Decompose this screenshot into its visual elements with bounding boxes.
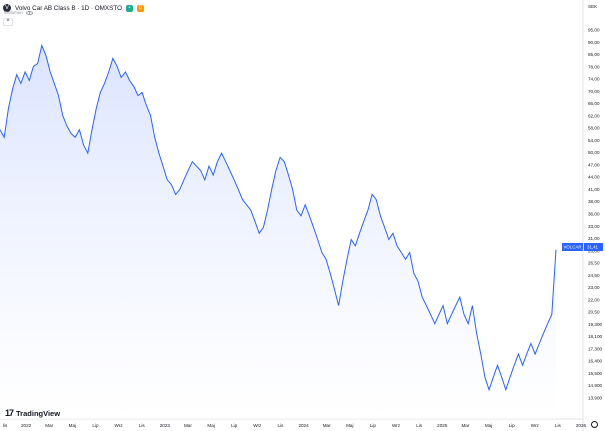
y-tick-label: 19,300 — [588, 322, 602, 327]
x-tick-label: Maj — [69, 423, 76, 428]
x-tick-label: Mar — [461, 423, 469, 428]
x-tick-label: 2025 — [437, 423, 448, 428]
x-tick-label: 2024 — [298, 423, 309, 428]
y-tick-label: 13,900 — [588, 396, 602, 401]
tradingview-mark-icon: 17 — [5, 408, 14, 418]
x-tick-label: Wrz — [253, 423, 262, 428]
y-tick-label: 95,00 — [588, 28, 600, 33]
x-tick-label: Lip — [231, 423, 238, 428]
y-tick-label: 17,300 — [588, 346, 602, 351]
x-tick-label: 2023 — [160, 423, 171, 428]
y-tick-label: 78,00 — [588, 64, 600, 69]
y-tick-label: 66,00 — [588, 101, 600, 106]
y-tick-label: 24,50 — [588, 273, 600, 278]
x-tick-label: Lis — [416, 423, 423, 428]
price-tag-value: 31,41 — [587, 245, 599, 250]
x-tick-label: 2022 — [21, 423, 32, 428]
x-axis-labels: lis 2022 Mar Maj Lip Wrz Lis 2023 Mar Maj Lip Wrz Li… — [3, 423, 587, 428]
x-tick-label: Mar — [323, 423, 331, 428]
y-tick-label: 38,00 — [588, 199, 600, 204]
y-tick-label: 58,00 — [588, 126, 600, 131]
y-tick-label: 36,00 — [588, 212, 600, 217]
x-tick-label: Wrz — [115, 423, 124, 428]
y-tick-label: 85,00 — [588, 52, 600, 57]
x-tick-label: 2026 — [576, 423, 587, 428]
x-tick-label: Lis — [278, 423, 285, 428]
last-price-tag: VOLCAR_B 31,41 — [562, 243, 603, 251]
y-tick-label: 47,00 — [588, 162, 600, 167]
y-tick-label: 15,500 — [588, 371, 602, 376]
status-open-icon: • — [125, 4, 133, 12]
y-tick-label: 74,00 — [588, 77, 600, 82]
y-tick-label: 18,100 — [588, 334, 602, 339]
y-tick-label: 54,00 — [588, 138, 600, 143]
y-tick-label: 44,00 — [588, 175, 600, 180]
area-fill — [0, 45, 556, 419]
price-tag-symbol-bg — [562, 243, 583, 251]
gear-icon[interactable] — [591, 421, 598, 428]
eye-icon[interactable] — [25, 10, 33, 15]
x-tick-label: Wrz — [392, 423, 401, 428]
y-axis-labels: 95,00 90,00 85,00 78,00 74,00 70,00 66,00 62,00… — [588, 28, 602, 401]
price-tag-value-bg — [584, 243, 603, 251]
volume-indicator[interactable]: Wolumen — [4, 10, 33, 15]
price-tag-symbol: VOLCAR_B — [564, 245, 587, 250]
y-tick-label: 70,00 — [588, 89, 600, 94]
x-tick-label: Maj — [207, 423, 214, 428]
volvo-logo-icon: V — [3, 4, 11, 12]
y-tick-label: 90,00 — [588, 40, 600, 45]
y-tick-label: 23,00 — [588, 285, 600, 290]
y-tick-label: 41,00 — [588, 187, 600, 192]
symbol-title[interactable]: Volvo Car AB Class B · 1D · OMXSTO — [15, 4, 122, 12]
price-line — [0, 43, 557, 392]
tradingview-logo[interactable]: 17 TradingView — [5, 408, 60, 418]
x-tick-label: Lip — [370, 423, 377, 428]
x-tick-label: Lip — [509, 423, 516, 428]
x-tick-label: Mar — [45, 423, 53, 428]
x-tick-label: Maj — [485, 423, 492, 428]
y-tick-label: 62,00 — [588, 113, 600, 118]
y-tick-label: 14,900 — [588, 383, 602, 388]
tradingview-name: TradingView — [16, 408, 61, 418]
x-tick-label: Lis — [555, 423, 562, 428]
x-tick-label: Lip — [92, 423, 99, 428]
y-tick-label: 16,400 — [588, 359, 602, 364]
x-tick-label: Mar — [184, 423, 192, 428]
chart-header: V Volvo Car AB Class B · 1D · OMXSTO • D — [0, 0, 583, 16]
delayed-badge: D — [136, 4, 144, 12]
y-tick-label: 31,00 — [588, 236, 600, 241]
y-tick-label: 26,50 — [588, 261, 600, 266]
y-tick-label: 22,00 — [588, 297, 600, 302]
series-line — [0, 43, 557, 392]
x-tick-label: Maj — [346, 423, 353, 428]
price-area — [0, 45, 556, 419]
currency-label[interactable]: SEK — [588, 4, 598, 9]
y-tick-label: 20,50 — [588, 310, 600, 315]
x-tick-label: Wrz — [531, 423, 540, 428]
x-tick-label: Lis — [139, 423, 146, 428]
x-tick-label: lis — [3, 423, 8, 428]
volume-label: Wolumen — [4, 10, 23, 15]
y-tick-label: 50,00 — [588, 150, 600, 155]
y-tick-label: 33,00 — [588, 224, 600, 229]
collapse-legend-button[interactable]: ^ — [3, 18, 13, 26]
